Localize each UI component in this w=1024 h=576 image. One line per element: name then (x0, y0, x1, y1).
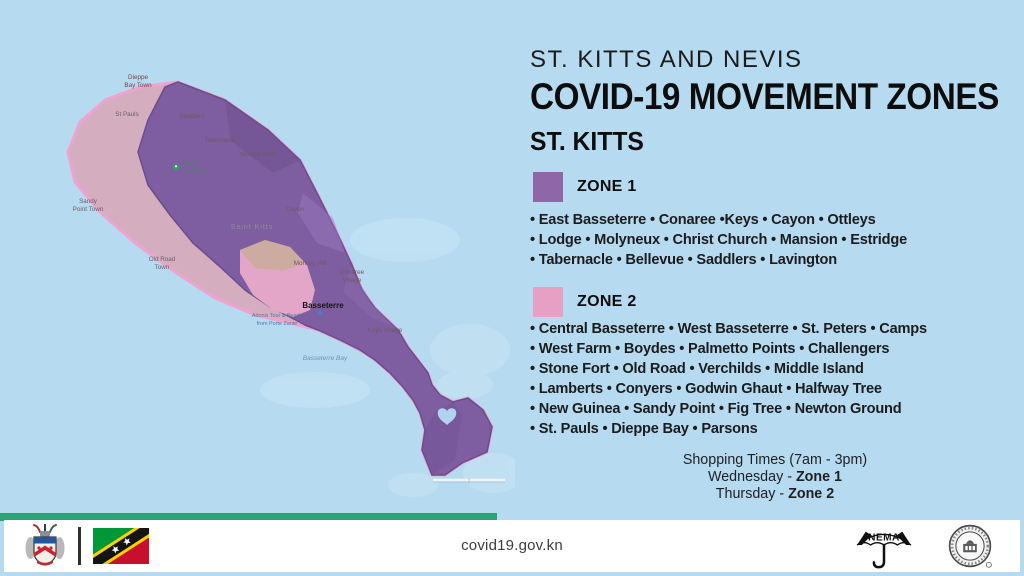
map-label-sandy-point-town: Sandy (79, 198, 98, 205)
shallow-water (260, 218, 515, 497)
zone1-color-swatch (533, 172, 563, 202)
page-title: COVID-19 MOVEMENT ZONES (530, 76, 999, 117)
zone1-list-line: • East Basseterre • Conaree •Keys • Cayo… (530, 212, 876, 228)
zone1-list-line: • Tabernacle • Bellevue • Saddlers • Lav… (530, 252, 837, 268)
footer-bar (4, 520, 1020, 572)
government-seal-icon (948, 524, 992, 568)
monkey-hill-pocket (240, 240, 315, 317)
map-label-conaree-village: Conaree (340, 269, 365, 276)
green-accent-stripe (0, 513, 497, 521)
zone2-area-list: • Central Basseterre • West Basseterre •… (530, 319, 1024, 439)
map-label-mount-liamuiga: Mount (182, 161, 199, 167)
map-label-basseterre: Basseterre (302, 301, 344, 310)
shopping-thursday: Thursday - Zone 2 (585, 486, 965, 503)
zone2-color-swatch (533, 287, 563, 317)
map-label-mount-liamuiga: Liamuiga (182, 169, 207, 175)
map-label-island-name: Saint Kitts (231, 224, 274, 231)
coat-of-arms-icon (25, 524, 65, 566)
salt-pond (437, 408, 457, 425)
zone2-list-line: • New Guinea • Sandy Point • Fig Tree • … (530, 401, 902, 417)
map-label-dieppe-bay-town: Bay Town (124, 82, 152, 89)
zone2-list-line: • Lamberts • Conyers • Godwin Ghaut • Ha… (530, 381, 882, 397)
zone1-label: ZONE 1 (577, 178, 637, 195)
thursday-zone: Zone 2 (788, 486, 835, 502)
zone2-list-line: • Central Basseterre • West Basseterre •… (530, 321, 927, 337)
map-label-dieppe-bay-town: Dieppe (128, 74, 148, 81)
zone2-legend: ZONE 2 (533, 287, 637, 317)
map-scale-bar (433, 478, 505, 484)
nema-logo-text: NEMA (868, 533, 900, 544)
footer-divider (78, 527, 81, 565)
page-supertitle: ST. KITTS AND NEVIS (530, 46, 803, 73)
footer-url: covid19.gov.kn (461, 537, 563, 554)
zone2-list-line: • St. Pauls • Dieppe Bay • Parsons (530, 421, 758, 437)
map-label-keys-village: Keys Village (368, 327, 403, 334)
map-label-old-road-town: Old Road (149, 256, 176, 263)
map-label-tabernacle: Tabernacle (205, 137, 236, 144)
map-label-sandy-point-town: Point Town (73, 206, 104, 213)
section-title-st-kitts: ST. KITTS (530, 126, 644, 156)
map-label-nichola-town: Nichola Town (239, 151, 277, 158)
port-zante-poi-icon (317, 310, 323, 316)
zone2-list-line: • Stone Fort • Old Road • Verchilds • Mi… (530, 361, 864, 377)
map-label-basseterre-bay: Basseterre Bay (303, 355, 348, 362)
map-label-adonis-tour: Adonis Tour & Beach (252, 313, 302, 319)
nema-logo: NEMA (856, 531, 912, 569)
shopping-times-title: Shopping Times (7am - 3pm) (682, 452, 868, 468)
zone2-label: ZONE 2 (577, 293, 637, 310)
map-label-monkey-hill: Monkey Hill (294, 260, 327, 267)
wednesday-zone: Zone 1 (795, 469, 843, 485)
zone1-legend: ZONE 1 (533, 172, 637, 202)
zone1-area-list: • East Basseterre • Conaree •Keys • Cayo… (530, 210, 1024, 270)
map-label-old-road-town: Town (155, 264, 170, 271)
thursday-label: Thursday - (715, 486, 789, 502)
shopping-times-block: Shopping Times (7am - 3pm) Wednesday - Z… (585, 452, 965, 503)
zone2-list-line: • West Farm • Boydes • Palmetto Points •… (530, 341, 890, 357)
mount-liamuiga-pin-icon (174, 165, 178, 168)
map-label-adonis-tour: from Porte Zante (257, 321, 297, 327)
map-label-cayon: Cayon (286, 206, 305, 213)
zone1-list-line: • Lodge • Molyneux • Christ Church • Man… (530, 232, 907, 248)
map-label-st-pauls: St Pauls (115, 111, 138, 118)
st-kitts-zone-map: Dieppe Bay Town St Pauls Saddlers Tabern… (66, 74, 515, 497)
shopping-wednesday: Wednesday - Zone 1 (585, 469, 965, 486)
island-zone1-area (137, 81, 493, 476)
map-label-conaree-village: Village (343, 277, 362, 284)
map-label-saddlers: Saddlers (180, 113, 205, 120)
wednesday-label: Wednesday - (707, 469, 796, 485)
st-kitts-nevis-flag-icon (93, 528, 149, 564)
